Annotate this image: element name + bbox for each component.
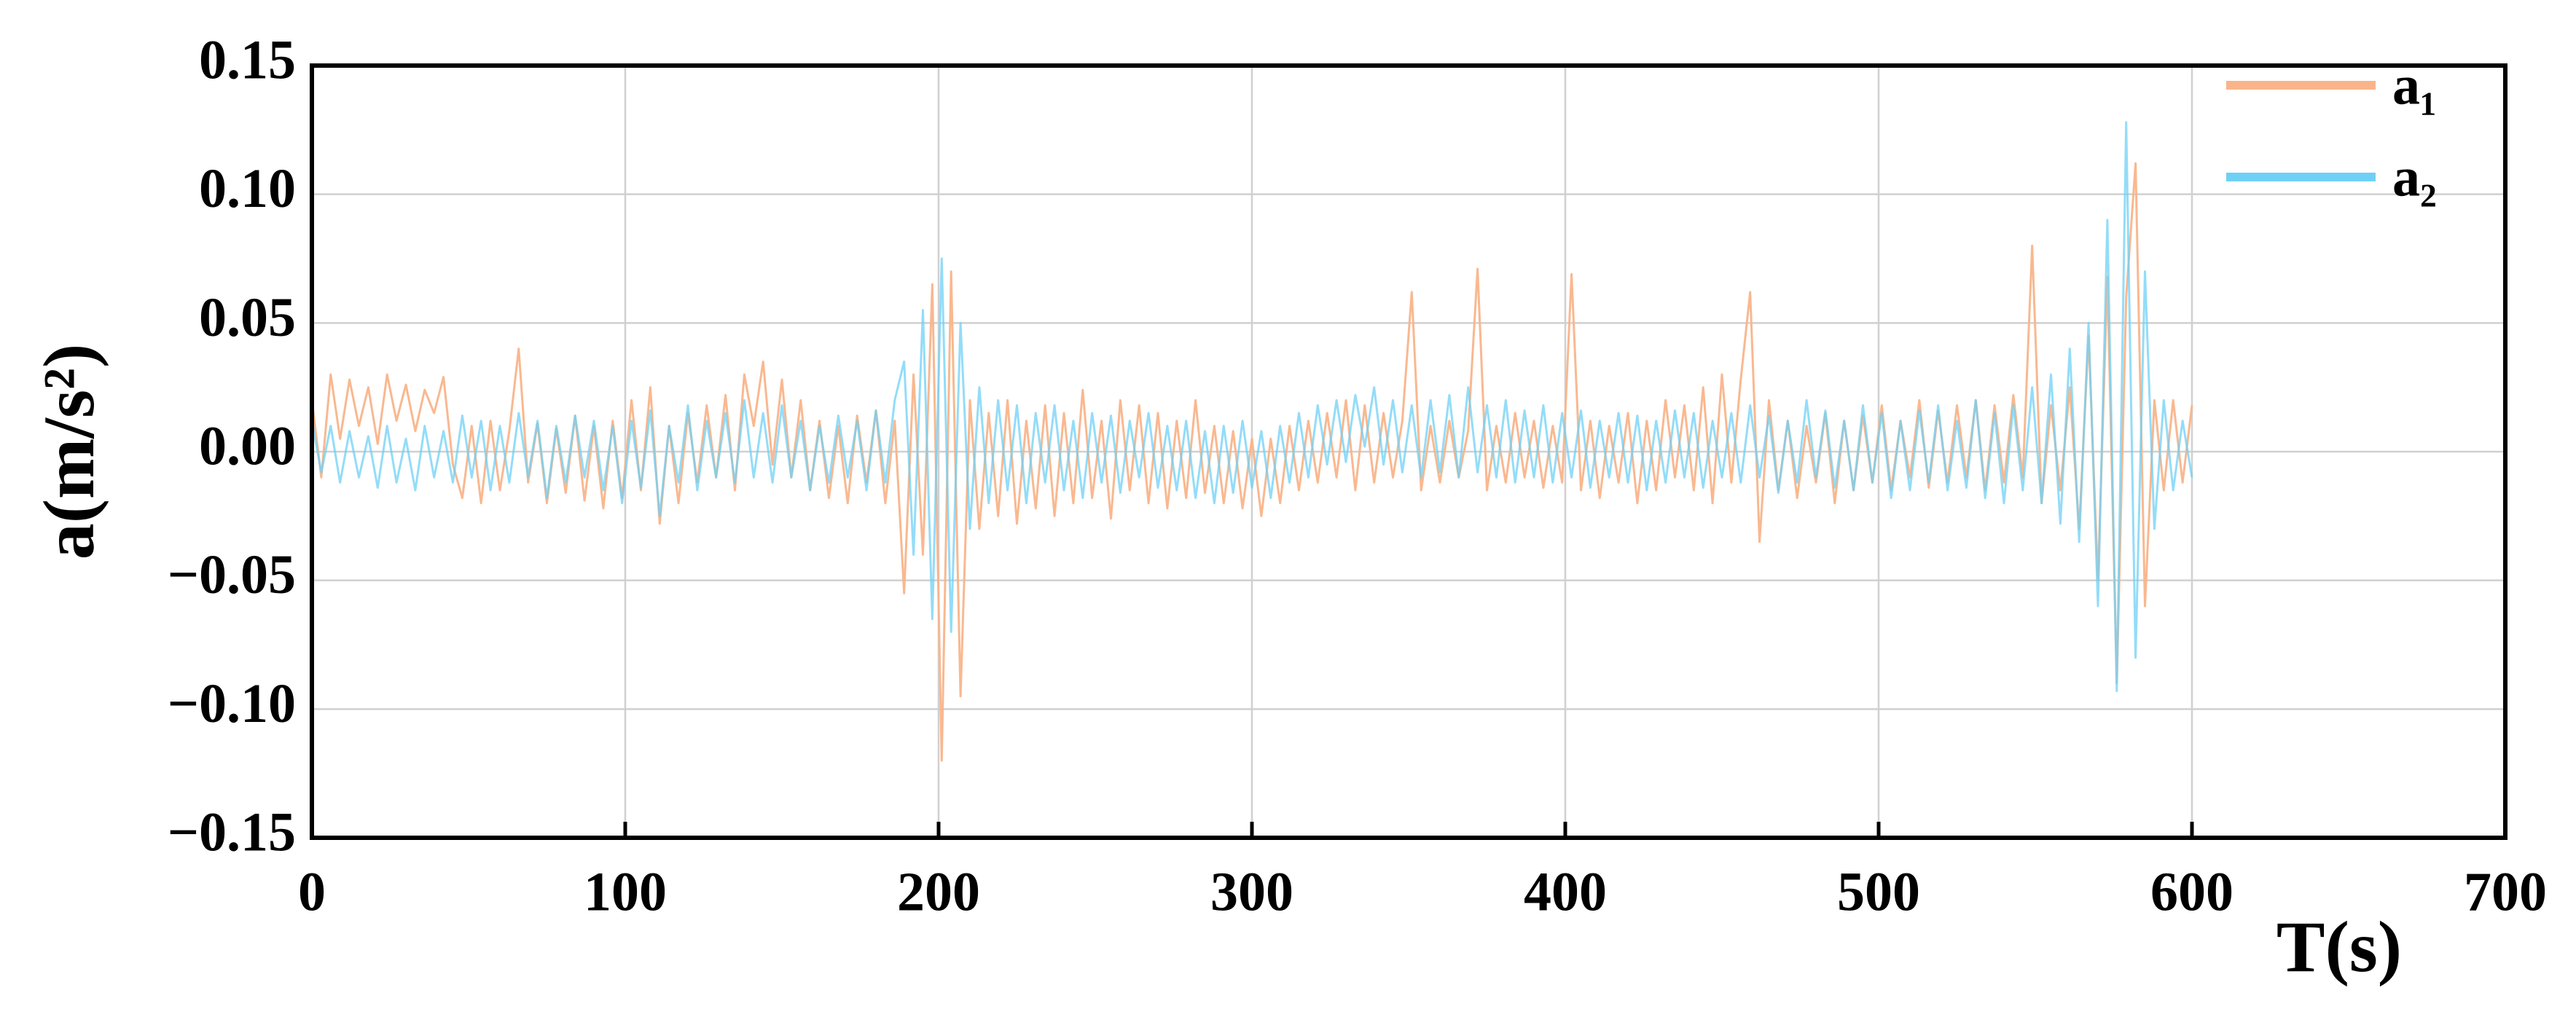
y-tick-label: −0.10 bbox=[168, 673, 296, 734]
x-tick-label: 300 bbox=[1210, 861, 1293, 922]
x-tick-label: 0 bbox=[298, 861, 326, 922]
y-tick-label: −0.05 bbox=[168, 544, 296, 605]
legend-label: a₂ bbox=[2392, 146, 2437, 208]
x-tick-label: 100 bbox=[584, 861, 667, 922]
x-tick-label: 500 bbox=[1837, 861, 1920, 922]
y-tick-label: −0.15 bbox=[168, 801, 296, 863]
x-tick-label: 700 bbox=[2464, 861, 2547, 922]
y-tick-label: 0.15 bbox=[199, 29, 296, 90]
y-axis-title: a(m/s²) bbox=[28, 344, 109, 560]
plot-frame bbox=[310, 63, 2508, 840]
x-tick-label: 400 bbox=[1524, 861, 1607, 922]
x-axis-title: T(s) bbox=[2276, 906, 2402, 987]
x-tick-label: 600 bbox=[2150, 861, 2234, 922]
y-tick-label: 0.00 bbox=[199, 415, 296, 476]
y-tick-label: 0.05 bbox=[199, 287, 296, 348]
legend-label: a₁ bbox=[2392, 55, 2437, 116]
x-tick-label: 200 bbox=[897, 861, 980, 922]
data-line bbox=[310, 121, 2193, 693]
y-tick-label: 0.10 bbox=[199, 158, 296, 219]
